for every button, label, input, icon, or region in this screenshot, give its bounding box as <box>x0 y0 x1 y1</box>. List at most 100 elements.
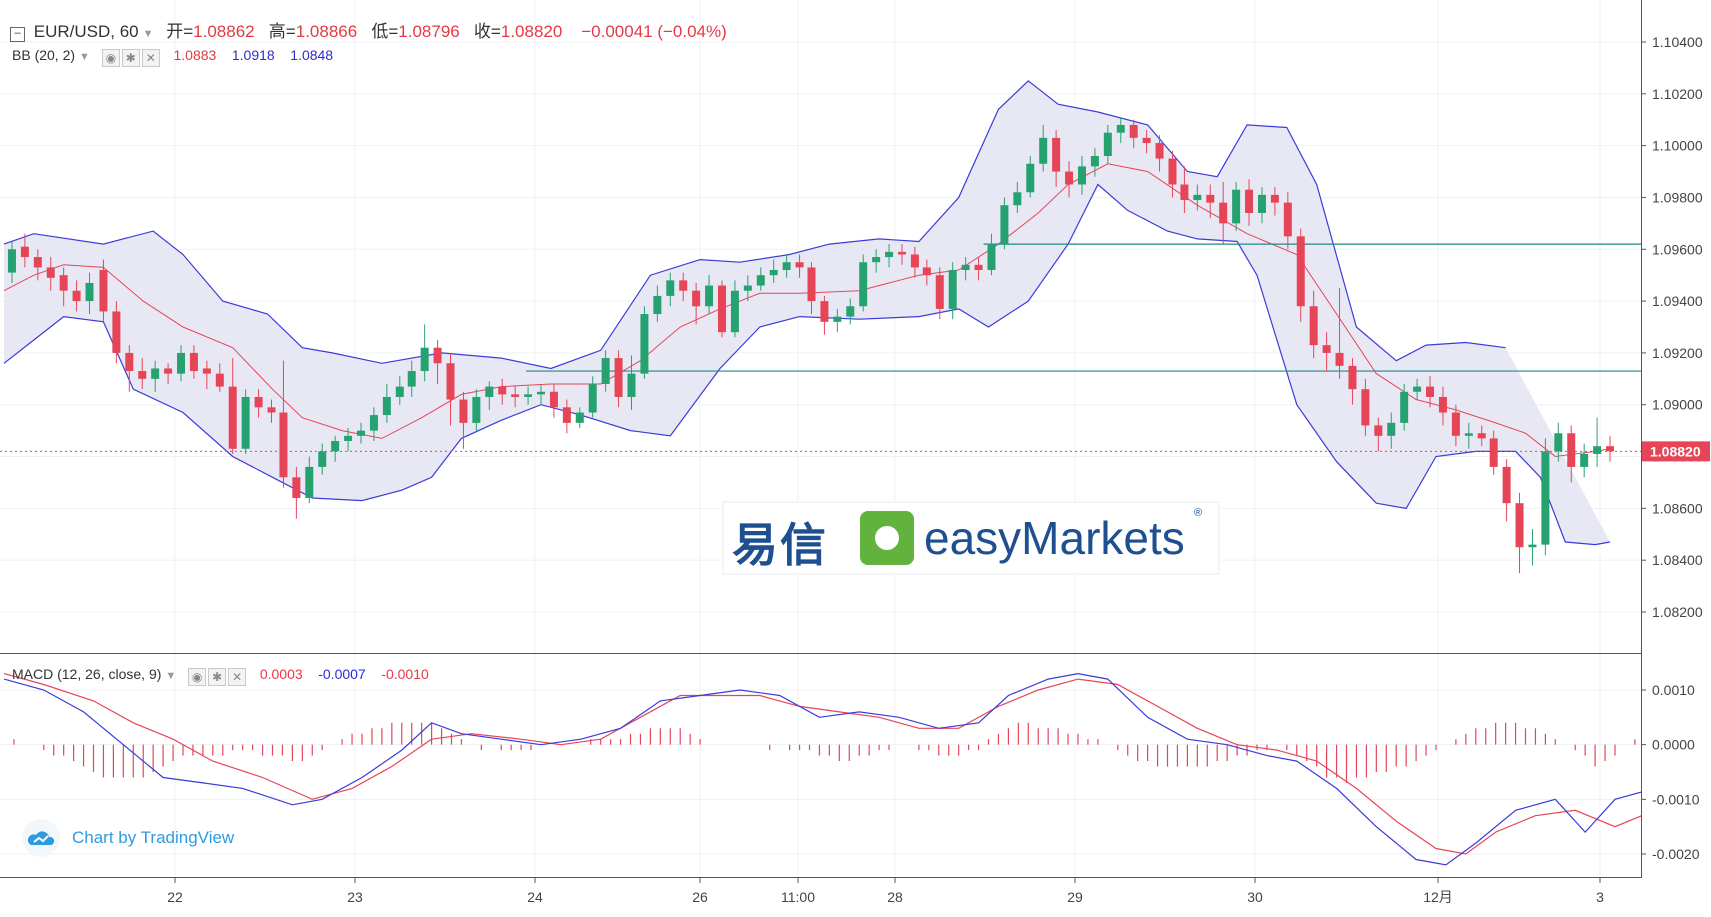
candle-body <box>910 254 919 268</box>
candle-body <box>99 270 108 312</box>
candle-body <box>241 396 250 449</box>
settings-icon[interactable]: ✱ <box>121 49 140 67</box>
macd-signal-line <box>3 673 1685 855</box>
tradingview-credit[interactable]: Chart by TradingView <box>22 819 234 857</box>
bb-fill <box>4 80 1610 545</box>
bb-label[interactable]: BB (20, 2) <box>12 47 76 63</box>
chevron-down-icon[interactable]: ▼ <box>142 28 154 40</box>
candle-body <box>1464 433 1473 436</box>
candle-body <box>1528 544 1537 548</box>
candle-body <box>1296 236 1305 307</box>
candle-body <box>1026 163 1035 193</box>
horizontal-lines <box>0 243 1641 452</box>
candle-body <box>679 280 688 291</box>
low-label: 低= <box>371 22 399 41</box>
candle-body <box>897 251 906 255</box>
macd-label[interactable]: MACD (12, 26, close, 9) <box>12 666 162 682</box>
time-tick-label: 30 <box>1247 889 1263 905</box>
collapse-icon[interactable]: – <box>10 27 25 42</box>
candle-body <box>7 249 16 273</box>
time-tick-label: 11:00 <box>781 889 815 905</box>
candle-body <box>1413 386 1422 392</box>
chevron-down-icon[interactable]: ▼ <box>79 51 90 63</box>
candle-body <box>511 394 520 397</box>
candle-body <box>202 368 211 374</box>
change-value: −0.00041 (−0.04%) <box>581 22 727 41</box>
candle-body <box>1270 194 1279 203</box>
bb-lower-value: 1.0848 <box>290 47 334 63</box>
candle-body <box>717 285 726 333</box>
candle-body <box>1077 166 1086 185</box>
candle-body <box>189 352 198 372</box>
candle-body <box>1515 503 1524 548</box>
chevron-down-icon[interactable]: ▼ <box>165 670 177 682</box>
candle-body <box>1451 412 1460 436</box>
candle-body <box>279 412 288 478</box>
candle-body <box>1168 158 1177 185</box>
chart-grid <box>0 0 1641 878</box>
candle-body <box>472 396 481 423</box>
symbol-label[interactable]: EUR/USD, 60 <box>33 22 139 41</box>
candle-body <box>807 267 816 302</box>
candle-body <box>782 262 791 270</box>
candle-body <box>872 257 881 263</box>
macd-legend: MACD (12, 26, close, 9) ▼ ◉ ✱ ✕ 0.0003 -0.0… <box>12 666 429 686</box>
price-tick-label: 1.09800 <box>1652 189 1703 205</box>
close-icon[interactable]: ✕ <box>141 49 160 67</box>
candle-body <box>395 386 404 397</box>
candle-body <box>948 270 957 309</box>
settings-icon[interactable]: ✱ <box>208 668 227 686</box>
time-tick-label: 23 <box>347 889 363 905</box>
candle-body <box>820 301 829 322</box>
macd-signal-value: -0.0010 <box>381 666 429 682</box>
candle-body <box>692 290 701 307</box>
candle-body <box>357 430 366 436</box>
candle-body <box>331 441 340 452</box>
bollinger-band <box>3 80 1611 546</box>
candle-body <box>1000 205 1009 245</box>
candle-body <box>833 316 842 322</box>
candle-body <box>1502 466 1511 504</box>
candle-body <box>1567 433 1576 467</box>
bb-upper-line <box>3 80 1506 370</box>
candle-body <box>769 270 778 276</box>
candle-body <box>1283 202 1292 237</box>
eye-icon[interactable]: ◉ <box>101 49 120 67</box>
candle-body <box>1116 124 1125 133</box>
price-tick-label: 1.08400 <box>1652 552 1703 568</box>
candle-body <box>1193 194 1202 201</box>
candle-body <box>433 347 442 364</box>
bb-upper-value: 1.0918 <box>231 47 275 63</box>
candle-body <box>795 262 804 268</box>
candle-body <box>138 371 147 379</box>
candle-body <box>537 391 545 395</box>
candle-body <box>72 290 81 302</box>
time-tick-label: 29 <box>1067 889 1083 905</box>
candle-body <box>1361 389 1370 426</box>
candle-body <box>254 396 263 408</box>
candle-body <box>961 264 970 270</box>
candle-body <box>666 280 675 296</box>
price-tick-label: 1.08600 <box>1652 500 1703 516</box>
logo-chinese-text: 易信 <box>732 518 828 572</box>
candle-body <box>627 373 636 397</box>
close-icon[interactable]: ✕ <box>228 668 247 686</box>
candle-body <box>588 384 597 413</box>
current-price-label: 1.08820 <box>1650 443 1701 459</box>
bb-basis-value: 1.0883 <box>173 47 217 63</box>
candle-body <box>1129 124 1138 138</box>
candle-body <box>1580 453 1589 467</box>
price-tick-label: 1.10200 <box>1652 86 1703 102</box>
macd-pane <box>3 672 1686 866</box>
price-tick-label: 1.09400 <box>1652 293 1703 309</box>
eye-icon[interactable]: ◉ <box>188 668 207 686</box>
candle-body <box>1426 386 1435 397</box>
bb-legend: BB (20, 2) ▼ ◉ ✱ ✕ 1.0883 1.0918 1.0848 <box>12 47 333 67</box>
candle-body <box>987 244 996 270</box>
candle-body <box>369 415 378 431</box>
candle-body <box>1013 192 1022 206</box>
candle-body <box>292 477 301 498</box>
candle-body <box>407 371 416 387</box>
